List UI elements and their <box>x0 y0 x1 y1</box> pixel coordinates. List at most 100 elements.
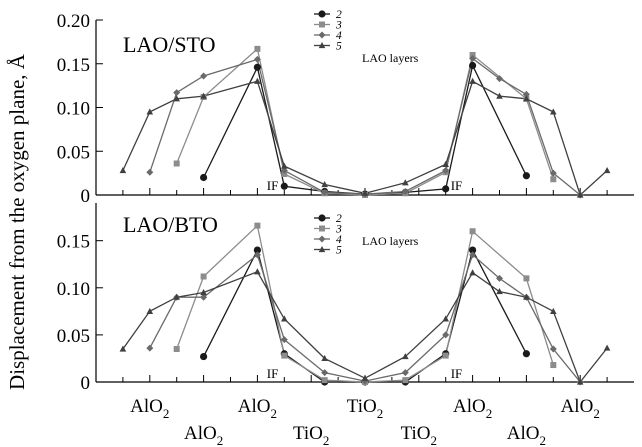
data-point-4 <box>522 90 530 98</box>
data-point-4 <box>146 168 154 176</box>
panel-title: LAO/STO <box>123 32 216 57</box>
data-point-4 <box>253 251 261 259</box>
data-point-5 <box>200 289 207 296</box>
data-point-5 <box>523 95 530 102</box>
data-point-3 <box>281 352 288 359</box>
data-point-2 <box>253 63 261 71</box>
data-point-5 <box>442 160 449 167</box>
data-point-3 <box>321 377 328 384</box>
data-point-5 <box>603 167 611 174</box>
x-tick-label: AlO2 <box>238 396 277 421</box>
data-point-4 <box>442 167 450 174</box>
series-line-3 <box>176 47 554 196</box>
legend-marker <box>318 42 326 49</box>
x-axis-labels: AlO2 AlO2 AlO2 TiO2 TiO2 TiO2 AlO2 AlO2 AlO2 <box>130 396 600 447</box>
data-point-5 <box>254 268 261 275</box>
y-tick-label: 0.05 <box>57 326 90 347</box>
data-point-2 <box>253 246 261 254</box>
data-point-3 <box>469 228 476 235</box>
series-line-4 <box>149 253 581 383</box>
x-tick-label: AlO2 <box>130 396 169 421</box>
legend-marker <box>318 10 326 18</box>
series-line-4 <box>149 57 581 196</box>
data-point-5 <box>254 77 261 84</box>
legend-label: 5 <box>336 41 342 53</box>
legend-label: 4 <box>336 234 342 246</box>
data-point-5 <box>603 344 611 351</box>
data-point-4 <box>253 55 261 63</box>
legend-marker <box>319 225 325 232</box>
data-point-3 <box>173 346 180 353</box>
data-point-5 <box>576 191 584 198</box>
series-line-5 <box>122 270 608 384</box>
series-line-5 <box>122 80 608 197</box>
data-point-2 <box>200 352 208 361</box>
data-point-4 <box>200 293 208 301</box>
data-point-5 <box>469 269 476 276</box>
data-point-2 <box>522 172 531 180</box>
data-point-2 <box>469 246 477 254</box>
data-point-2 <box>469 61 477 70</box>
data-point-4 <box>469 251 477 259</box>
y-tick-label: 0 <box>81 373 91 394</box>
series-line-3 <box>176 224 554 383</box>
data-point-5 <box>550 307 557 314</box>
data-point-4 <box>442 331 450 339</box>
data-point-3 <box>200 273 207 280</box>
legend-label: 4 <box>336 30 342 42</box>
x-tick-label: AlO2 <box>453 396 492 421</box>
data-point-4 <box>496 75 503 83</box>
legend-label: 3 <box>335 224 342 236</box>
data-point-5 <box>496 288 503 295</box>
y-tick-label: 0.10 <box>57 279 90 300</box>
legend-label: 2 <box>336 9 342 21</box>
legend-marker <box>318 235 326 243</box>
data-point-4 <box>146 344 154 352</box>
legend-marker <box>319 21 325 28</box>
data-point-5 <box>146 108 154 115</box>
data-point-3 <box>173 160 180 167</box>
data-point-3 <box>442 352 449 359</box>
interface-annotation: IF <box>451 366 463 381</box>
x-tick-label: TiO2 <box>293 423 329 447</box>
y-tick-label: 0.15 <box>57 232 90 253</box>
data-point-5 <box>469 77 476 84</box>
data-point-5 <box>200 92 207 99</box>
legend-label: 5 <box>336 245 342 257</box>
data-point-2 <box>200 173 208 182</box>
y-tick-label: 0.05 <box>57 142 90 163</box>
data-point-5 <box>146 307 154 314</box>
data-point-4 <box>173 89 181 97</box>
data-point-5 <box>321 181 328 188</box>
data-point-5 <box>496 92 503 99</box>
legend-title: LAO layers <box>362 234 419 248</box>
data-point-4 <box>496 274 503 282</box>
data-point-5 <box>402 353 409 360</box>
data-point-4 <box>401 188 409 195</box>
y-tick-label: 0 <box>81 186 91 207</box>
data-point-3 <box>550 176 557 183</box>
data-point-4 <box>469 55 477 62</box>
data-point-4 <box>321 369 329 377</box>
data-point-4 <box>549 345 557 353</box>
x-tick-label: TiO2 <box>347 396 383 421</box>
y-axis-label: Displacement from the oxygen plane, Å <box>5 53 29 390</box>
series-line-2 <box>203 248 527 383</box>
panel-title: LAO/BTO <box>123 212 218 237</box>
data-point-2 <box>522 350 531 358</box>
y-tick-label: 0.15 <box>57 55 90 76</box>
data-point-5 <box>119 345 127 352</box>
y-tick-label: 0.10 <box>57 99 90 120</box>
interface-annotation: IF <box>267 178 279 193</box>
x-tick-label: AlO2 <box>507 423 546 447</box>
data-point-3 <box>402 377 409 384</box>
data-point-3 <box>550 362 557 369</box>
x-tick-label: TiO2 <box>401 423 437 447</box>
data-point-3 <box>523 275 530 282</box>
data-point-5 <box>361 189 369 196</box>
data-point-3 <box>254 222 261 229</box>
y-tick-label: 0.20 <box>57 11 90 32</box>
